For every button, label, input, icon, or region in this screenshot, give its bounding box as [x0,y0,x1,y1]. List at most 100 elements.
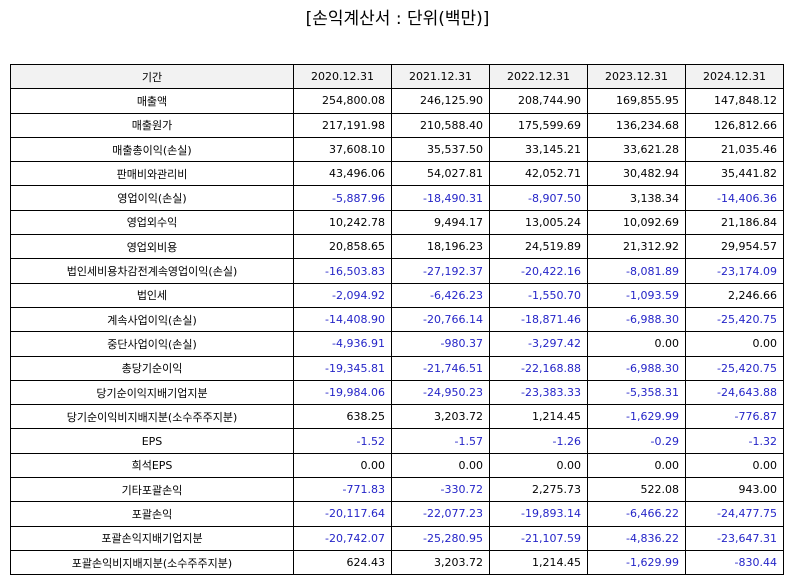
value-cell: -4,936.91 [293,331,392,357]
value-cell: 0.00 [685,452,784,479]
value-cell: 42,052.71 [489,161,588,187]
table-row: 총당기순이익 -19,345.81 -21,746.51 -22,168.88 -6,9… [10,355,784,381]
value-cell: 254,800.08 [293,88,392,114]
row-label: 당기순이익지배기업지분 [10,379,294,406]
row-label: 매출원가 [10,112,294,138]
value-cell: -16,503.83 [293,258,392,284]
value-cell: -20,117.64 [293,501,392,527]
value-cell: 246,125.90 [391,88,490,114]
value-cell: 3,203.72 [391,549,490,576]
value-cell: 35,537.50 [391,136,490,163]
row-label: EPS [10,428,294,454]
value-cell: 147,848.12 [685,88,784,114]
value-cell: 943.00 [685,477,784,503]
value-cell: -3,297.42 [489,331,588,357]
value-cell: 29,954.57 [685,234,784,260]
value-cell: 33,145.21 [489,136,588,163]
table-row: 포괄손익비지배지분(소수주주지분) 624.43 3,203.72 1,214.45-… [10,549,784,576]
row-label: 포괄손익 [10,501,294,527]
value-cell: 21,035.46 [685,136,784,163]
value-cell: -22,077.23 [391,501,490,527]
value-cell: -6,466.22 [587,501,686,527]
value-cell: -25,420.75 [685,306,784,333]
value-cell: 126,812.66 [685,112,784,138]
value-cell: -24,643.88 [685,379,784,406]
value-cell: -0.29 [587,428,686,454]
value-cell: -2,094.92 [293,282,392,308]
value-cell: -6,988.30 [587,306,686,333]
value-cell: 35,441.82 [685,161,784,187]
table-row: 영업이익(손실) -5,887.96 -18,490.31 -8,907.50 3,13… [10,185,784,211]
year-header: 2022.12.31 [489,63,588,90]
value-cell: -5,887.96 [293,185,392,211]
value-cell: 0.00 [587,331,686,357]
value-cell: -24,477.75 [685,501,784,527]
value-cell: -330.72 [391,477,490,503]
value-cell: -5,358.31 [587,379,686,406]
value-cell: 3,203.72 [391,404,490,430]
header-row: 기간 2020.12.31 2021.12.31 2022.12.31 2023… [10,63,784,90]
value-cell: -20,742.07 [293,525,392,551]
value-cell: -6,988.30 [587,355,686,381]
value-cell: 217,191.98 [293,112,392,138]
table-row: 매출총이익(손실) 37,608.10 35,537.50 33,145.21 33,6… [10,136,784,163]
value-cell: 136,234.68 [587,112,686,138]
value-cell: -1,550.70 [489,282,588,308]
value-cell: -20,422.16 [489,258,588,284]
value-cell: 37,608.10 [293,136,392,163]
table-row: 포괄손익지배기업지분 -20,742.07 -25,280.95 -21,107.59… [10,525,784,551]
value-cell: -18,490.31 [391,185,490,211]
value-cell: 0.00 [587,452,686,479]
value-cell: -24,950.23 [391,379,490,406]
income-statement-table: 기간 2020.12.31 2021.12.31 2022.12.31 2023… [10,63,784,576]
value-cell: 0.00 [293,452,392,479]
value-cell: -4,836.22 [587,525,686,551]
value-cell: -8,907.50 [489,185,588,211]
value-cell: -1,093.59 [587,282,686,308]
table-row: 영업외수익 10,242.78 9,494.17 13,005.24 10,092.69… [10,209,784,236]
value-cell: -1.32 [685,428,784,454]
value-cell: -23,383.33 [489,379,588,406]
value-cell: -23,647.31 [685,525,784,551]
row-label: 계속사업이익(손실) [10,306,294,333]
row-label: 법인세 [10,282,294,308]
table-row: 법인세비용차감전계속영업이익(손실) -16,503.83 -27,192.37 -2… [10,258,784,284]
row-label: 총당기순이익 [10,355,294,381]
row-label: 판매비와관리비 [10,161,294,187]
year-header: 2023.12.31 [587,63,686,90]
year-header: 2020.12.31 [293,63,392,90]
year-header: 2024.12.31 [685,63,784,90]
row-label: 포괄손익비지배지분(소수주주지분) [10,549,294,576]
value-cell: -19,345.81 [293,355,392,381]
row-label: 영업이익(손실) [10,185,294,211]
value-cell: 1,214.45 [489,404,588,430]
value-cell: -1.26 [489,428,588,454]
value-cell: -1.57 [391,428,490,454]
row-label: 법인세비용차감전계속영업이익(손실) [10,258,294,284]
value-cell: 2,246.66 [685,282,784,308]
value-cell: 10,242.78 [293,209,392,236]
row-label: 매출액 [10,88,294,114]
value-cell: -25,280.95 [391,525,490,551]
table-row: 판매비와관리비 43,496.06 54,027.81 42,052.71 30,482… [10,161,784,187]
value-cell: -771.83 [293,477,392,503]
table-body: 매출액 254,800.08 246,125.90 208,744.90 169,855… [10,88,784,576]
value-cell: 1,214.45 [489,549,588,576]
value-cell: -6,426.23 [391,282,490,308]
row-label: 영업외수익 [10,209,294,236]
value-cell: 21,186.84 [685,209,784,236]
value-cell: 0.00 [489,452,588,479]
value-cell: -27,192.37 [391,258,490,284]
table-row: 법인세 -2,094.92 -6,426.23 -1,550.70 -1,093.59 2… [10,282,784,308]
value-cell: -14,406.36 [685,185,784,211]
value-cell: 54,027.81 [391,161,490,187]
table-row: 포괄손익 -20,117.64 -22,077.23 -19,893.14 -6,466… [10,501,784,527]
value-cell: 21,312.92 [587,234,686,260]
table-row: 매출액 254,800.08 246,125.90 208,744.90 169,855… [10,88,784,114]
table-row: 희석EPS 0.00 0.00 0.00 0.00 0.00 [10,452,784,479]
table-row: EPS -1.52 -1.57 -1.26 -0.29 -1.32 [10,428,784,454]
row-label: 영업외비용 [10,234,294,260]
value-cell: 3,138.34 [587,185,686,211]
row-label: 중단사업이익(손실) [10,331,294,357]
table-row: 당기순이익지배기업지분 -19,984.06 -24,950.23 -23,383.3… [10,379,784,406]
